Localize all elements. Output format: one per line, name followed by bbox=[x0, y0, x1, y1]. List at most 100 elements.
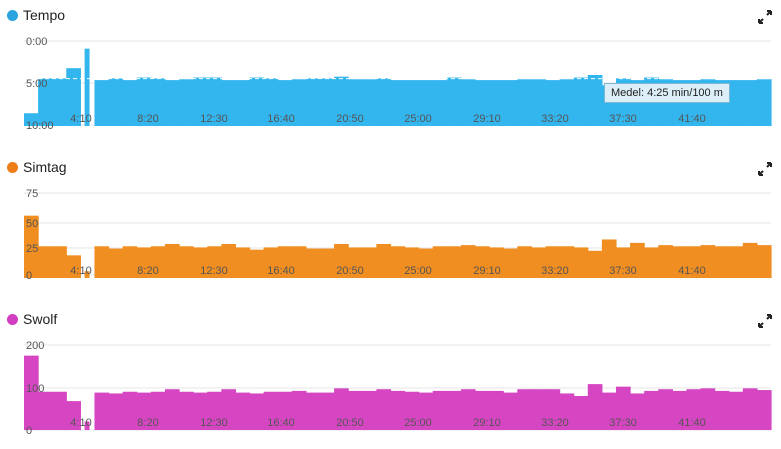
x-tick-label: 29:10 bbox=[473, 113, 501, 125]
swolf-bar bbox=[601, 392, 617, 430]
simtag-bar bbox=[38, 246, 53, 278]
simtag-bar bbox=[686, 246, 702, 278]
simtag-bar bbox=[94, 246, 110, 278]
tempo-bar bbox=[489, 80, 504, 126]
swolf-panel: Swolf bbox=[0, 309, 781, 449]
tempo-bar bbox=[84, 48, 90, 126]
simtag-bar bbox=[672, 246, 688, 278]
swolf-bar bbox=[84, 421, 90, 430]
tempo-bar bbox=[362, 79, 377, 126]
swolf-bar bbox=[52, 391, 67, 430]
swolf-bar bbox=[193, 392, 208, 430]
tempo-bar bbox=[376, 78, 392, 126]
simtag-bar bbox=[630, 242, 645, 278]
tempo-bar bbox=[334, 76, 349, 126]
simtag-bar bbox=[658, 245, 673, 278]
swolf-bar bbox=[305, 392, 321, 430]
swolf-bar bbox=[728, 391, 744, 430]
simtag-bar bbox=[305, 248, 321, 278]
expand-icon[interactable] bbox=[758, 10, 772, 24]
simtag-bar bbox=[700, 245, 716, 278]
simtag-bar bbox=[348, 247, 363, 278]
x-tick-label: 25:00 bbox=[404, 113, 432, 125]
tempo-chart: 0:00 5:00 10:00 4:10 8:20 12:30 16:40 20:50 25:0… bbox=[24, 36, 772, 132]
swolf-bar bbox=[263, 391, 279, 430]
simtag-bar bbox=[573, 247, 589, 278]
simtag-bar bbox=[390, 246, 406, 278]
swolf-bar bbox=[404, 391, 420, 430]
tempo-bar bbox=[503, 80, 518, 126]
x-tick-label: 33:20 bbox=[541, 113, 569, 125]
simtag-bar bbox=[517, 246, 532, 278]
simtag-bar bbox=[221, 244, 237, 278]
swolf-bar bbox=[503, 392, 518, 430]
expand-icon[interactable] bbox=[758, 162, 772, 176]
simtag-bar bbox=[150, 246, 166, 278]
x-tick-label: 4:10 bbox=[70, 113, 91, 125]
x-tick-label: 33:20 bbox=[541, 265, 569, 277]
swolf-bar bbox=[164, 389, 180, 430]
swolf-title-label: Swolf bbox=[23, 311, 58, 327]
tempo-bar bbox=[164, 80, 180, 126]
swolf-bar bbox=[559, 393, 575, 430]
swolf-bar bbox=[545, 389, 561, 430]
simtag-bar bbox=[249, 249, 265, 278]
y-tick-label: 200 bbox=[26, 340, 44, 352]
y-tick-label: 100 bbox=[26, 383, 44, 395]
swolf-bar bbox=[615, 386, 631, 430]
swolf-bar bbox=[658, 389, 673, 430]
x-tick-label: 41:40 bbox=[678, 265, 706, 277]
simtag-title: Simtag bbox=[7, 157, 67, 177]
simtag-bar bbox=[545, 246, 561, 278]
tempo-bar bbox=[305, 78, 321, 126]
tempo-bar bbox=[221, 80, 237, 126]
swolf-bar bbox=[136, 392, 152, 430]
simtag-bar bbox=[193, 247, 208, 278]
tempo-bar bbox=[460, 79, 476, 126]
simtag-bar bbox=[460, 245, 476, 278]
swolf-bar bbox=[291, 390, 307, 430]
tempo-bar bbox=[291, 79, 307, 126]
tempo-panel: Tempo bbox=[0, 5, 781, 145]
simtag-bar bbox=[376, 244, 392, 278]
tempo-bar bbox=[348, 79, 363, 126]
swolf-bar bbox=[376, 389, 392, 430]
swolf-bar bbox=[587, 384, 603, 430]
swolf-bar bbox=[24, 355, 39, 431]
simtag-bar bbox=[179, 246, 194, 278]
tempo-bar bbox=[136, 77, 152, 126]
x-tick-label: 8:20 bbox=[137, 265, 158, 277]
x-tick-label: 16:40 bbox=[267, 417, 295, 429]
x-tick-label: 41:40 bbox=[678, 417, 706, 429]
swolf-bar bbox=[249, 393, 265, 430]
expand-icon[interactable] bbox=[758, 314, 772, 328]
swolf-bar bbox=[179, 391, 194, 430]
swolf-bar bbox=[319, 392, 335, 430]
swolf-bar bbox=[94, 392, 110, 430]
tempo-bar bbox=[38, 78, 53, 126]
tempo-bar bbox=[531, 79, 547, 126]
tempo-legend-dot bbox=[7, 9, 18, 21]
x-tick-label: 8:20 bbox=[137, 113, 158, 125]
tempo-bar bbox=[249, 77, 265, 126]
tempo-bar bbox=[573, 77, 589, 126]
swolf-bar bbox=[334, 388, 349, 430]
x-tick-label: 37:30 bbox=[609, 113, 637, 125]
x-tick-label: 29:10 bbox=[473, 417, 501, 429]
tempo-bar bbox=[94, 80, 110, 126]
swolf-bar bbox=[531, 389, 547, 430]
simtag-bar bbox=[446, 246, 462, 278]
tempo-bar bbox=[742, 80, 758, 126]
x-tick-label: 4:10 bbox=[70, 265, 91, 277]
y-tick-label: 10:00 bbox=[26, 120, 54, 132]
tempo-bar bbox=[24, 113, 39, 126]
simtag-bar bbox=[136, 247, 152, 278]
x-tick-label: 25:00 bbox=[404, 417, 432, 429]
simtag-bar bbox=[503, 248, 518, 278]
tempo-bar bbox=[587, 75, 603, 126]
swolf-bar bbox=[446, 390, 462, 430]
simtag-bar bbox=[164, 244, 180, 278]
x-tick-label: 4:10 bbox=[70, 417, 91, 429]
x-tick-label: 16:40 bbox=[267, 265, 295, 277]
tempo-bar bbox=[559, 79, 575, 126]
